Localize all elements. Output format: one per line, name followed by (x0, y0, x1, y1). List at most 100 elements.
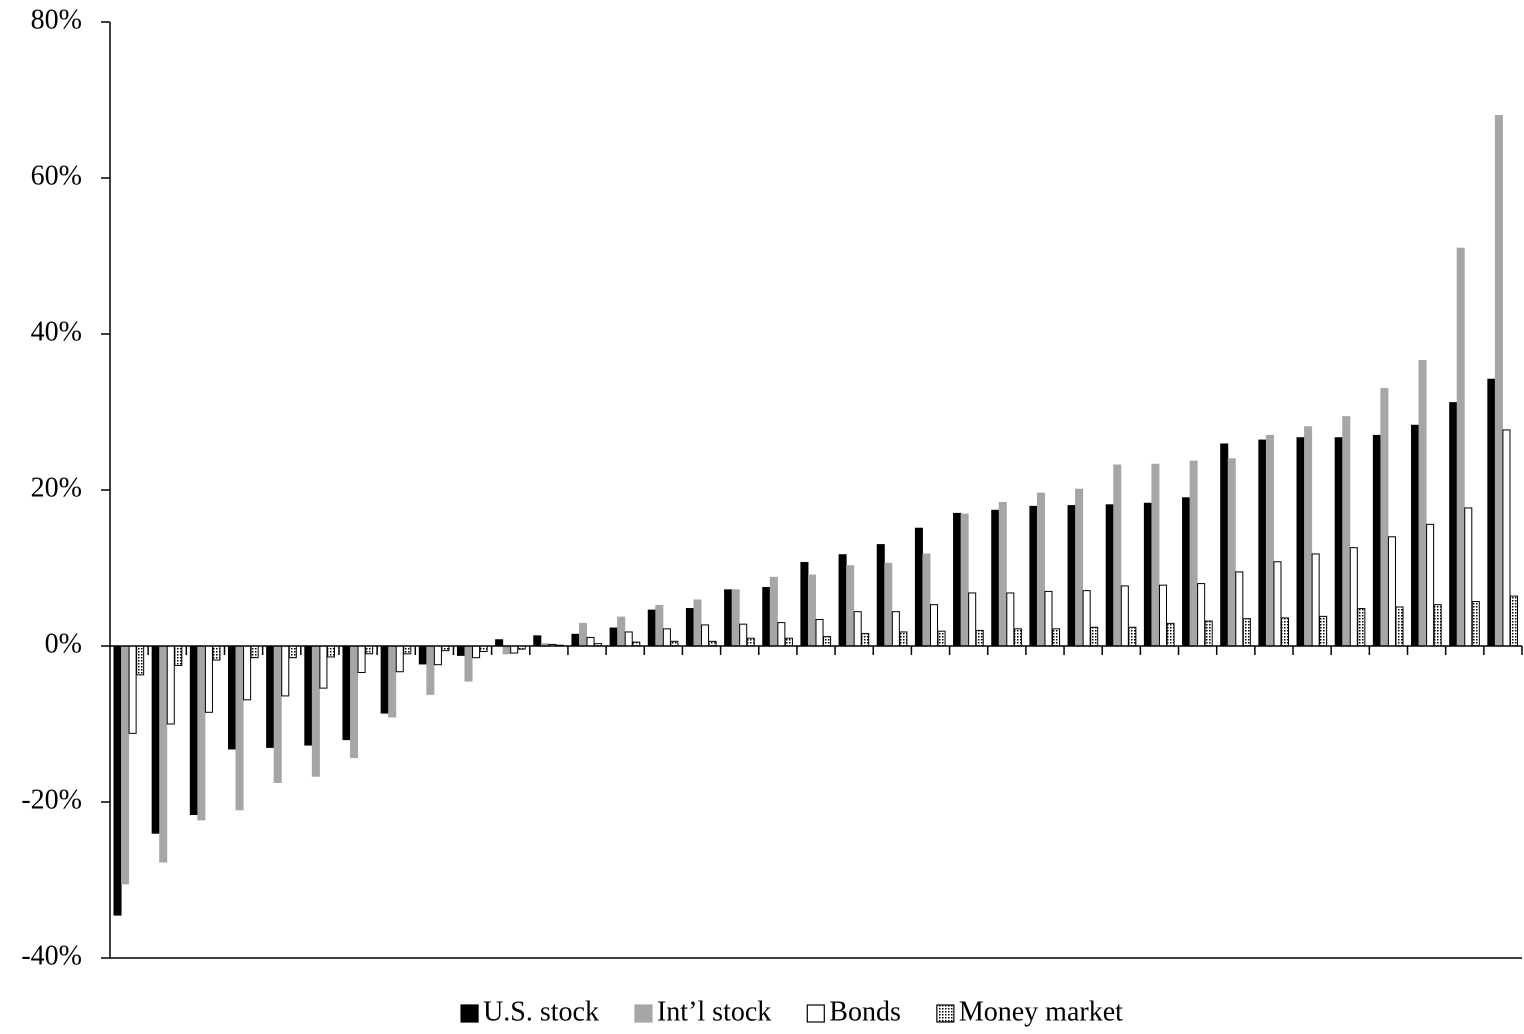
bar (250, 645, 259, 659)
bar (1349, 547, 1358, 647)
bar (891, 611, 900, 647)
bar (243, 645, 252, 701)
bar (235, 645, 244, 811)
bar (403, 645, 412, 655)
bar (174, 645, 183, 666)
bar (479, 645, 488, 652)
bar (1280, 617, 1290, 647)
bar (197, 645, 206, 821)
bar (136, 645, 145, 676)
bar (762, 587, 771, 647)
bar (739, 623, 748, 647)
bar (357, 645, 366, 674)
bar (647, 609, 656, 647)
bar (578, 622, 588, 647)
bar (472, 645, 481, 659)
bar (380, 645, 389, 714)
bar (777, 622, 786, 647)
bar (586, 636, 595, 647)
bar (1380, 388, 1389, 647)
bar (1418, 360, 1427, 647)
bar (1509, 595, 1519, 647)
bar (281, 645, 290, 697)
bar (617, 616, 626, 647)
bar (914, 527, 923, 647)
bar (1105, 504, 1114, 647)
bar (746, 637, 755, 647)
bar (1265, 434, 1274, 647)
bar (701, 624, 710, 647)
bar (953, 512, 962, 647)
bar (189, 645, 198, 815)
bar (975, 629, 984, 647)
y-tick-label: 20% (31, 472, 82, 503)
bar (1120, 585, 1129, 647)
bar (937, 630, 946, 647)
bar (1357, 608, 1366, 647)
bar (609, 627, 618, 647)
bar (426, 645, 435, 695)
bar (342, 645, 351, 741)
bar (151, 645, 160, 834)
bar (1204, 620, 1213, 647)
bar (1090, 626, 1099, 647)
bar (922, 553, 931, 647)
bar (1082, 590, 1091, 647)
bar (1113, 464, 1122, 647)
bar (159, 645, 168, 863)
bar (1319, 615, 1328, 647)
bar (685, 608, 694, 647)
bar (1464, 507, 1473, 647)
bar (326, 645, 335, 658)
bar (502, 645, 511, 655)
bar (1189, 460, 1198, 647)
bar (998, 501, 1007, 647)
bar (319, 645, 328, 689)
bar (800, 562, 809, 647)
bar (456, 645, 466, 656)
bar (212, 645, 221, 661)
bar (1471, 601, 1480, 647)
bar (288, 645, 297, 659)
bar (1433, 604, 1442, 647)
bar (1143, 502, 1152, 647)
bar (1334, 437, 1343, 647)
bar (1013, 628, 1022, 647)
bar (1067, 505, 1076, 647)
bar (929, 604, 939, 647)
bar (1494, 115, 1503, 647)
bar (1342, 416, 1351, 647)
bar (418, 645, 427, 665)
bar (1036, 492, 1045, 647)
y-tick-label: 0% (45, 628, 82, 659)
bar (495, 639, 504, 647)
bar (1502, 429, 1511, 647)
bar (365, 645, 374, 655)
bar (1158, 584, 1168, 647)
bar (1426, 523, 1435, 647)
bar (662, 628, 671, 647)
bar (693, 599, 702, 647)
bar (204, 645, 213, 713)
bar (533, 635, 542, 647)
bar (655, 604, 664, 647)
bar (395, 645, 404, 673)
bar (1044, 590, 1053, 647)
legend-label: Bonds (829, 996, 901, 1027)
legend-swatch (936, 1004, 955, 1023)
bar (1258, 439, 1267, 647)
bar (121, 645, 130, 885)
bar (1296, 437, 1305, 647)
bar (1311, 553, 1320, 647)
bar (991, 509, 1000, 647)
bar (510, 645, 519, 654)
bar (166, 645, 175, 725)
y-tick-label: 40% (31, 316, 82, 347)
bar (113, 645, 122, 916)
bar (724, 589, 733, 647)
bar (128, 645, 137, 734)
bar (807, 574, 817, 647)
bar (884, 562, 893, 647)
bar (815, 618, 824, 647)
